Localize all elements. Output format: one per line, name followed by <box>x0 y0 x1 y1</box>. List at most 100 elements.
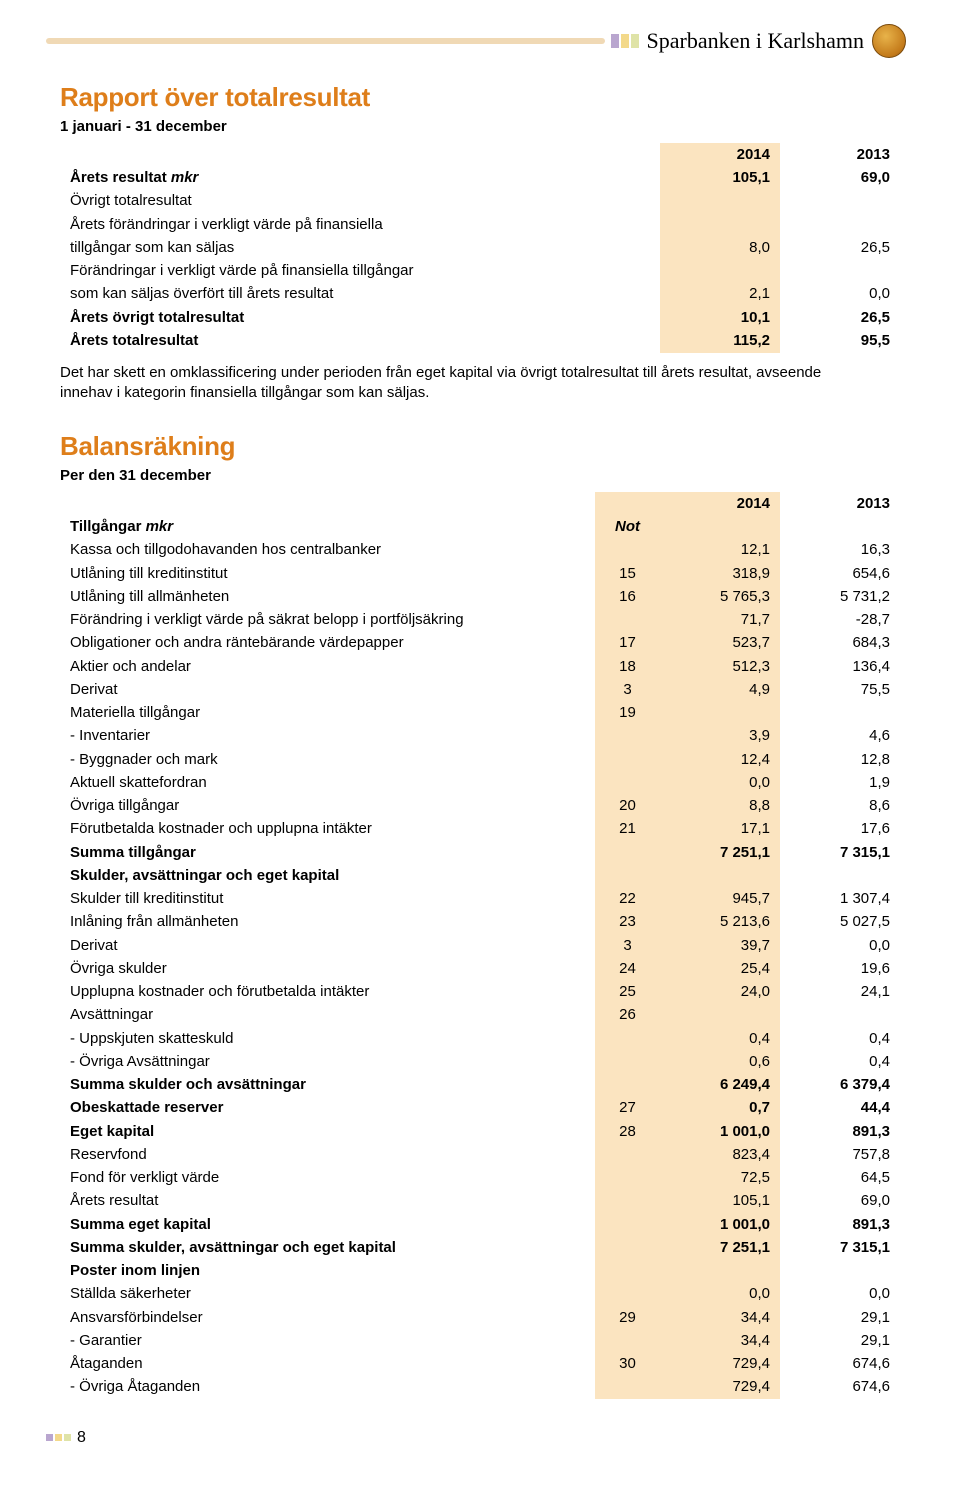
table-row: Obligationer och andra räntebärande värd… <box>60 632 900 655</box>
row-label: Obeskattade reserver <box>60 1097 595 1120</box>
cell-2014: 945,7 <box>660 888 780 911</box>
row-label: Poster inom linjen <box>60 1260 595 1283</box>
cell-2014: 8,8 <box>660 795 780 818</box>
table-row: Aktuell skattefordran0,01,9 <box>60 771 900 794</box>
cell-2014: 7 251,1 <box>660 1236 780 1259</box>
row-label: Förändring i verkligt värde på säkrat be… <box>60 609 595 632</box>
row-label: Ställda säkerheter <box>60 1283 595 1306</box>
table-row: som kan säljas överfört till årets resul… <box>60 283 900 306</box>
cell-note <box>595 725 660 748</box>
cell-2013: 5 027,5 <box>780 911 900 934</box>
cell-note: 26 <box>595 1004 660 1027</box>
cell-2013: 95,5 <box>780 329 900 352</box>
cell-note <box>595 1236 660 1259</box>
cell-2013: 16,3 <box>780 539 900 562</box>
cell-2014: 5 213,6 <box>660 911 780 934</box>
cell-2013: 69,0 <box>780 1190 900 1213</box>
cell-note <box>595 1213 660 1236</box>
table-row: Derivat339,70,0 <box>60 934 900 957</box>
cell-2013 <box>780 190 900 213</box>
cell-2013: 26,5 <box>780 306 900 329</box>
cell-2014: 105,1 <box>660 167 780 190</box>
cell-note: 28 <box>595 1120 660 1143</box>
cell-2013: 26,5 <box>780 236 900 259</box>
row-label: Reservfond <box>60 1143 595 1166</box>
cell-2014: 823,4 <box>660 1143 780 1166</box>
cell-2014: 512,3 <box>660 655 780 678</box>
page-number: 8 <box>77 1427 86 1449</box>
cell-2013: -28,7 <box>780 609 900 632</box>
col-2014-header: 2014 <box>660 492 780 515</box>
cell-2013: 0,4 <box>780 1050 900 1073</box>
row-label: Förändringar i verkligt värde på finansi… <box>60 260 660 283</box>
note-header: Not <box>595 516 660 539</box>
table-row: Reservfond823,4757,8 <box>60 1143 900 1166</box>
row-label: Summa skulder, avsättningar och eget kap… <box>60 1236 595 1259</box>
cell-2014: 72,5 <box>660 1167 780 1190</box>
cell-2014: 34,4 <box>660 1329 780 1352</box>
row-label: Övrigt totalresultat <box>60 190 660 213</box>
cell-note <box>595 1329 660 1352</box>
cell-2014: 0,7 <box>660 1097 780 1120</box>
cell-note <box>595 841 660 864</box>
cell-2013: 891,3 <box>780 1213 900 1236</box>
cell-note <box>595 1190 660 1213</box>
footer-sq-yellow <box>55 1434 62 1441</box>
cell-2014: 0,6 <box>660 1050 780 1073</box>
cell-2014: 34,4 <box>660 1306 780 1329</box>
cell-note <box>595 539 660 562</box>
table-row: Årets totalresultat115,295,5 <box>60 329 900 352</box>
cell-2014: 25,4 <box>660 957 780 980</box>
cell-note: 20 <box>595 795 660 818</box>
balansrakning-table: 2014 2013 Tillgångar mkr Not Kassa och t… <box>60 492 900 1399</box>
footer-sq-green <box>64 1434 71 1441</box>
row-label: Utlåning till kreditinstitut <box>60 562 595 585</box>
cell-2013: 75,5 <box>780 678 900 701</box>
table-row: Summa tillgångar7 251,17 315,1 <box>60 841 900 864</box>
cell-2014: 3,9 <box>660 725 780 748</box>
cell-2014: 105,1 <box>660 1190 780 1213</box>
table-row: Årets övrigt totalresultat10,126,5 <box>60 306 900 329</box>
row-label: Summa tillgångar <box>60 841 595 864</box>
footer-sq-purple <box>46 1434 53 1441</box>
row-label: Materiella tillgångar <box>60 702 595 725</box>
row-label: - Övriga Avsättningar <box>60 1050 595 1073</box>
row-label: Årets totalresultat <box>60 329 660 352</box>
section2-subtitle: Per den 31 december <box>60 466 900 486</box>
cell-2013: 44,4 <box>780 1097 900 1120</box>
cell-2014 <box>660 260 780 283</box>
cell-2014: 318,9 <box>660 562 780 585</box>
row-label: Årets förändringar i verkligt värde på f… <box>60 213 660 236</box>
table-row: Årets resultat105,169,0 <box>60 1190 900 1213</box>
cell-2014 <box>660 1260 780 1283</box>
cell-2013: 4,6 <box>780 725 900 748</box>
cell-note: 17 <box>595 632 660 655</box>
cell-note: 25 <box>595 981 660 1004</box>
cell-2014: 12,4 <box>660 748 780 771</box>
cell-2014: 71,7 <box>660 609 780 632</box>
square-yellow <box>621 34 629 48</box>
cell-2014: 5 765,3 <box>660 585 780 608</box>
cell-2013 <box>780 702 900 725</box>
table-row: Skulder, avsättningar och eget kapital <box>60 864 900 887</box>
table-row: - Uppskjuten skatteskuld0,40,4 <box>60 1027 900 1050</box>
table-row: Fond för verkligt värde72,564,5 <box>60 1167 900 1190</box>
row-label: Ansvarsförbindelser <box>60 1306 595 1329</box>
row-label: Kassa och tillgodohavanden hos centralba… <box>60 539 595 562</box>
header-stripe <box>46 38 605 44</box>
table-row: Summa skulder och avsättningar6 249,46 3… <box>60 1074 900 1097</box>
cell-2014: 0,4 <box>660 1027 780 1050</box>
row-label: Avsättningar <box>60 1004 595 1027</box>
cell-note: 21 <box>595 818 660 841</box>
table-row: Årets förändringar i verkligt värde på f… <box>60 213 900 236</box>
row-label: Derivat <box>60 934 595 957</box>
cell-2013: 64,5 <box>780 1167 900 1190</box>
page-header: Sparbanken i Karlshamn <box>46 24 906 58</box>
cell-2014: 17,1 <box>660 818 780 841</box>
cell-2014: 4,9 <box>660 678 780 701</box>
cell-2014: 1 001,0 <box>660 1213 780 1236</box>
totalresultat-table: 2014 2013 Årets resultat mkr105,169,0Övr… <box>60 143 900 352</box>
cell-2013: 29,1 <box>780 1306 900 1329</box>
table-row: Ansvarsförbindelser2934,429,1 <box>60 1306 900 1329</box>
cell-note: 29 <box>595 1306 660 1329</box>
